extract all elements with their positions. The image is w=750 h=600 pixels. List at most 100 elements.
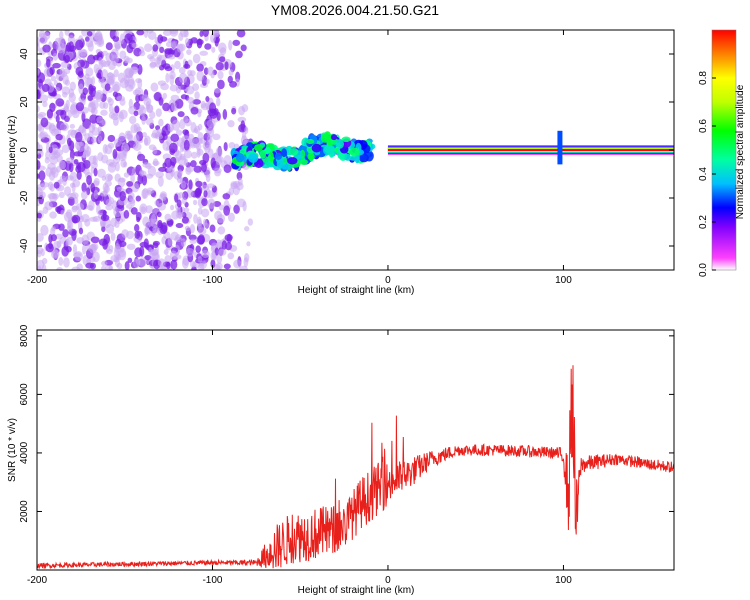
noise-blob (126, 243, 136, 250)
noise-blob (139, 170, 147, 177)
noise-blob (169, 84, 179, 92)
noise-blob (51, 226, 56, 232)
noise-blob (104, 264, 113, 270)
noise-blob (85, 262, 94, 269)
noise-blob (75, 66, 84, 76)
noise-blob (65, 209, 73, 219)
noise-blob (153, 92, 162, 102)
colorbar-tick-label: 0.4 (698, 167, 709, 181)
noise-blob (228, 141, 236, 149)
noise-blob (181, 216, 189, 224)
noise-blob (169, 142, 178, 154)
noise-blob (150, 82, 159, 92)
noise-blob (75, 39, 84, 51)
noise-blob (223, 164, 232, 174)
noise-blob (138, 50, 146, 57)
noise-blob (145, 205, 154, 214)
noise-blob (182, 115, 189, 124)
noise-blob (137, 78, 143, 90)
noise-blob (108, 245, 114, 252)
noise-blob (166, 219, 174, 227)
noise-blob (105, 42, 113, 51)
transition-blob (298, 145, 309, 152)
noise-blob (204, 144, 211, 154)
noise-blob (44, 201, 53, 211)
spectrogram-y-ticks: -40 -20 0 20 40 (19, 48, 674, 253)
snr-frame (36, 329, 675, 571)
spectrogram-x-tick-label: -100 (202, 275, 222, 286)
noise-blob (180, 94, 188, 100)
noise-blob (201, 161, 207, 173)
noise-blob (48, 124, 57, 132)
noise-blob (77, 161, 86, 173)
snr-x-tick-label: 0 (385, 575, 391, 586)
noise-blob (213, 30, 220, 38)
noise-blob (72, 179, 81, 188)
noise-blob (55, 165, 61, 173)
noise-blob (37, 124, 42, 131)
noise-blob (126, 180, 134, 187)
noise-blob (167, 54, 176, 60)
noise-blob (142, 131, 147, 138)
noise-blob (211, 46, 216, 53)
noise-blob (58, 191, 65, 199)
noise-blob (89, 114, 98, 124)
noise-blob (37, 232, 44, 242)
noise-blob (65, 99, 70, 109)
noise-blob (96, 116, 103, 124)
noise-blob (55, 133, 63, 141)
transition-blob (274, 152, 282, 160)
noise-blob (139, 106, 147, 117)
noise-blob (131, 42, 138, 49)
noise-blob (240, 44, 247, 52)
noise-blob (146, 104, 154, 113)
noise-blob (218, 56, 226, 63)
transition-blob (259, 149, 266, 159)
noise-blob (182, 129, 189, 136)
noise-blob (77, 49, 83, 60)
noise-blob (133, 134, 140, 145)
noise-blob (84, 73, 90, 80)
noise-blob (101, 69, 109, 80)
noise-blob (201, 198, 208, 207)
noise-blob (162, 141, 171, 152)
noise-blob (87, 54, 96, 65)
noise-blob (177, 111, 185, 118)
noise-blob (81, 244, 87, 255)
noise-blob (80, 190, 88, 200)
noise-blob (149, 111, 156, 120)
snr-x-axis-label: Height of straight line (km) (298, 585, 415, 596)
noise-blob (89, 243, 98, 254)
noise-blob (55, 114, 60, 123)
noise-blob (125, 57, 133, 64)
noise-blob (162, 102, 171, 112)
noise-blob (197, 186, 203, 195)
noise-blob (69, 81, 76, 91)
noise-blob (60, 122, 69, 132)
noise-blob (38, 132, 47, 140)
noise-blob (162, 30, 172, 37)
noise-blob (216, 97, 221, 107)
carrier-line-band (387, 149, 674, 151)
noise-blob (195, 245, 202, 253)
noise-blob (111, 54, 120, 64)
noise-blob (217, 70, 224, 80)
noise-blob (159, 46, 165, 54)
noise-blob (102, 144, 108, 154)
noise-blob (69, 149, 75, 161)
noise-blob (237, 116, 247, 123)
noise-blob (152, 226, 160, 234)
noise-blob (157, 176, 164, 187)
snr-y-tick-label: 6000 (19, 383, 30, 406)
noise-blob (47, 162, 56, 171)
noise-blob (87, 95, 93, 102)
noise-blob (37, 160, 41, 170)
noise-blob (114, 242, 121, 251)
noise-blob (233, 259, 242, 269)
noise-blob (38, 170, 46, 181)
noise-blob (105, 223, 115, 234)
noise-blob (136, 153, 146, 162)
noise-blob (50, 75, 57, 82)
noise-blob (118, 177, 126, 183)
noise-blob (132, 142, 142, 152)
